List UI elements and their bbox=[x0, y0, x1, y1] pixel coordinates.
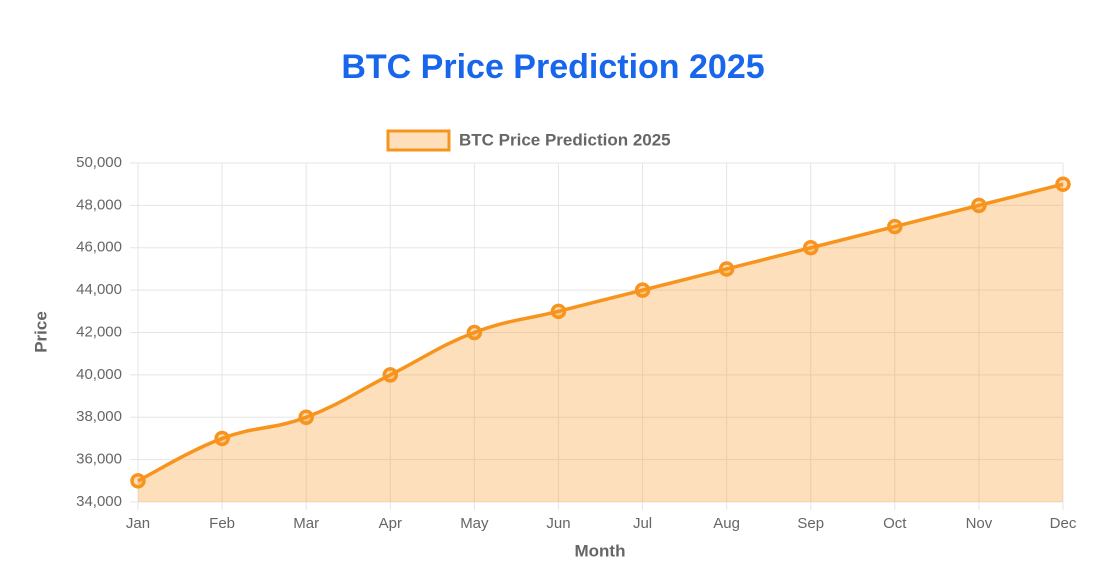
area bbox=[138, 184, 1063, 502]
y-tick-label: 44,000 bbox=[76, 281, 122, 298]
point bbox=[1055, 176, 1071, 192]
x-tick-label: Mar bbox=[293, 515, 319, 532]
x-tick-label: Feb bbox=[209, 515, 235, 532]
x-tick-label: May bbox=[460, 515, 489, 532]
y-tick-label: 38,000 bbox=[76, 408, 122, 425]
legend-swatch bbox=[386, 129, 451, 152]
y-tick-label: 46,000 bbox=[76, 239, 122, 256]
x-tick-label: Jan bbox=[126, 515, 150, 532]
point bbox=[298, 409, 314, 425]
x-tick-label: Apr bbox=[379, 515, 402, 532]
y-axis-title: Price bbox=[31, 311, 50, 353]
point bbox=[718, 261, 735, 277]
x-tick-label: Jun bbox=[546, 515, 570, 532]
point bbox=[634, 282, 651, 298]
point bbox=[550, 303, 567, 320]
line bbox=[137, 182, 1064, 483]
point bbox=[971, 197, 987, 214]
legend-label: BTC Price Prediction 2025 bbox=[459, 130, 671, 149]
y-tick-label: 50,000 bbox=[76, 154, 122, 171]
y-tick-label: 48,000 bbox=[76, 196, 122, 213]
point bbox=[802, 240, 819, 256]
chart-title: BTC Price Prediction 2025 bbox=[341, 48, 764, 86]
y-tick-label: 40,000 bbox=[76, 366, 122, 383]
x-tick-label: Oct bbox=[883, 515, 907, 532]
y-tick-label: 34,000 bbox=[76, 493, 122, 510]
y-tick-label: 42,000 bbox=[76, 323, 122, 340]
y-tick-label: 36,000 bbox=[76, 451, 122, 468]
x-axis-title: Month bbox=[575, 541, 626, 558]
point bbox=[382, 367, 399, 383]
x-tick-label: Dec bbox=[1050, 515, 1077, 532]
point bbox=[214, 430, 230, 447]
point bbox=[887, 218, 903, 235]
point bbox=[466, 324, 483, 341]
x-tick-label: Nov bbox=[966, 515, 993, 532]
point bbox=[130, 473, 146, 489]
x-tick-label: Jul bbox=[633, 515, 652, 532]
x-tick-label: Aug bbox=[713, 515, 740, 532]
x-tick-label: Sep bbox=[797, 515, 824, 532]
